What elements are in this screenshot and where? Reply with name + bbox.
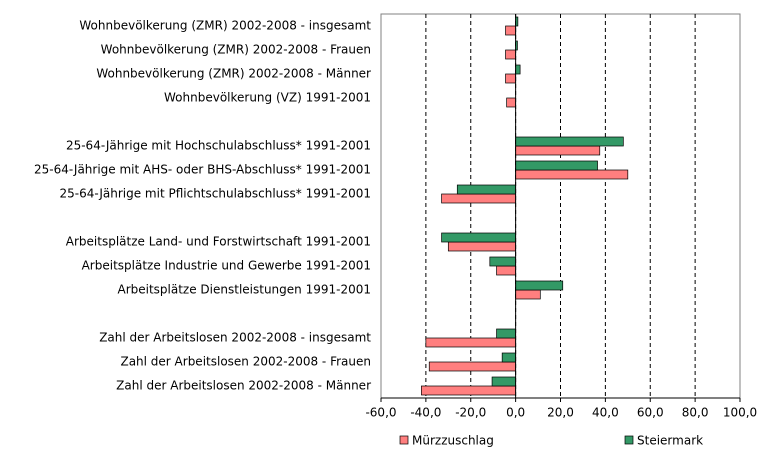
- y-tick-label: Wohnbevölkerung (ZMR) 2002-2008 - Männer: [96, 67, 371, 81]
- y-tick-label: Zahl der Arbeitslosen 2002-2008 - insges…: [99, 331, 371, 345]
- y-tick-label: Zahl der Arbeitslosen 2002-2008 - Männer: [116, 379, 371, 393]
- bar: [489, 256, 516, 267]
- bar: [441, 232, 516, 243]
- legend-swatch: [624, 435, 634, 445]
- x-tick-label: 80,0: [682, 406, 709, 420]
- bar: [441, 193, 516, 204]
- y-tick-label: Arbeitsplätze Land- und Forstwirtschaft …: [66, 235, 371, 249]
- y-tick-label: 25-64-Jährige mit Pflichtschulabschluss*…: [59, 187, 371, 201]
- bar: [491, 376, 516, 387]
- bar: [456, 184, 516, 195]
- x-tick-label: 100,0: [723, 406, 757, 420]
- y-tick-label: Arbeitsplätze Dienstleistungen 1991-2001: [117, 283, 371, 297]
- y-tick-label: Arbeitsplätze Industrie und Gewerbe 1991…: [82, 259, 371, 273]
- bar: [425, 337, 516, 348]
- bar: [501, 352, 516, 363]
- bar: [496, 265, 516, 276]
- bar: [421, 385, 516, 396]
- bar: [496, 328, 516, 339]
- bar: [515, 136, 624, 147]
- bar: [515, 64, 521, 75]
- y-tick-label: Wohnbevölkerung (ZMR) 2002-2008 - insges…: [79, 19, 371, 33]
- x-tick-label: 0,0: [506, 406, 525, 420]
- bar: [505, 73, 516, 84]
- x-tick-label: -60,0: [365, 406, 396, 420]
- x-tick-label: -40,0: [410, 406, 441, 420]
- x-tick-label: 40,0: [592, 406, 619, 420]
- bar: [428, 361, 516, 372]
- y-tick-label: 25-64-Jährige mit AHS- oder BHS-Abschlus…: [34, 163, 371, 177]
- bar: [515, 289, 541, 300]
- legend-label: Steiermark: [637, 434, 703, 448]
- bar: [515, 169, 629, 180]
- bar: [506, 97, 516, 108]
- y-tick-label: Zahl der Arbeitslosen 2002-2008 - Frauen: [120, 355, 371, 369]
- bar: [505, 25, 516, 36]
- x-tick-label: 60,0: [637, 406, 664, 420]
- y-tick-label: 25-64-Jährige mit Hochschulabschluss* 19…: [66, 139, 371, 153]
- bar: [515, 160, 598, 171]
- x-tick-label: -20,0: [455, 406, 486, 420]
- y-tick-label: Wohnbevölkerung (VZ) 1991-2001: [164, 91, 371, 105]
- y-tick-label: Wohnbevölkerung (ZMR) 2002-2008 - Frauen: [101, 43, 371, 57]
- bar: [505, 49, 516, 60]
- x-tick-label: 20,0: [547, 406, 574, 420]
- legend-swatch: [399, 435, 409, 445]
- bar: [515, 280, 564, 291]
- legend-label: Mürzzuschlag: [412, 434, 494, 448]
- bar: [447, 241, 516, 252]
- bar: [515, 145, 601, 156]
